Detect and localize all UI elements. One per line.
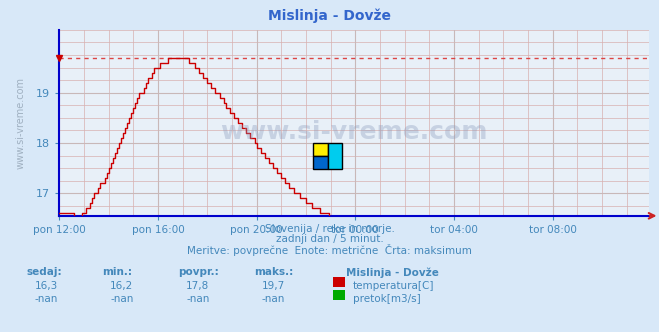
Text: Meritve: povprečne  Enote: metrične  Črta: maksimum: Meritve: povprečne Enote: metrične Črta:…	[187, 244, 472, 256]
Text: 17,8: 17,8	[186, 281, 210, 290]
Text: temperatura[C]: temperatura[C]	[353, 281, 434, 290]
Text: -nan: -nan	[110, 294, 134, 304]
Text: Slovenija / reke in morje.: Slovenija / reke in morje.	[264, 224, 395, 234]
Text: Mislinja - Dovže: Mislinja - Dovže	[346, 267, 439, 278]
FancyBboxPatch shape	[328, 143, 343, 169]
FancyBboxPatch shape	[313, 143, 328, 156]
Text: zadnji dan / 5 minut.: zadnji dan / 5 minut.	[275, 234, 384, 244]
Text: 19,7: 19,7	[262, 281, 285, 290]
Text: 16,2: 16,2	[110, 281, 134, 290]
Text: maks.:: maks.:	[254, 267, 293, 277]
Text: -nan: -nan	[186, 294, 210, 304]
Text: -nan: -nan	[262, 294, 285, 304]
Text: www.si-vreme.com: www.si-vreme.com	[221, 120, 488, 144]
Text: 16,3: 16,3	[34, 281, 58, 290]
Text: sedaj:: sedaj:	[26, 267, 62, 277]
Text: www.si-vreme.com: www.si-vreme.com	[16, 77, 26, 169]
FancyBboxPatch shape	[313, 156, 328, 169]
Text: Mislinja - Dovže: Mislinja - Dovže	[268, 8, 391, 23]
Text: min.:: min.:	[102, 267, 132, 277]
Text: pretok[m3/s]: pretok[m3/s]	[353, 294, 420, 304]
Text: povpr.:: povpr.:	[178, 267, 219, 277]
Text: -nan: -nan	[34, 294, 58, 304]
